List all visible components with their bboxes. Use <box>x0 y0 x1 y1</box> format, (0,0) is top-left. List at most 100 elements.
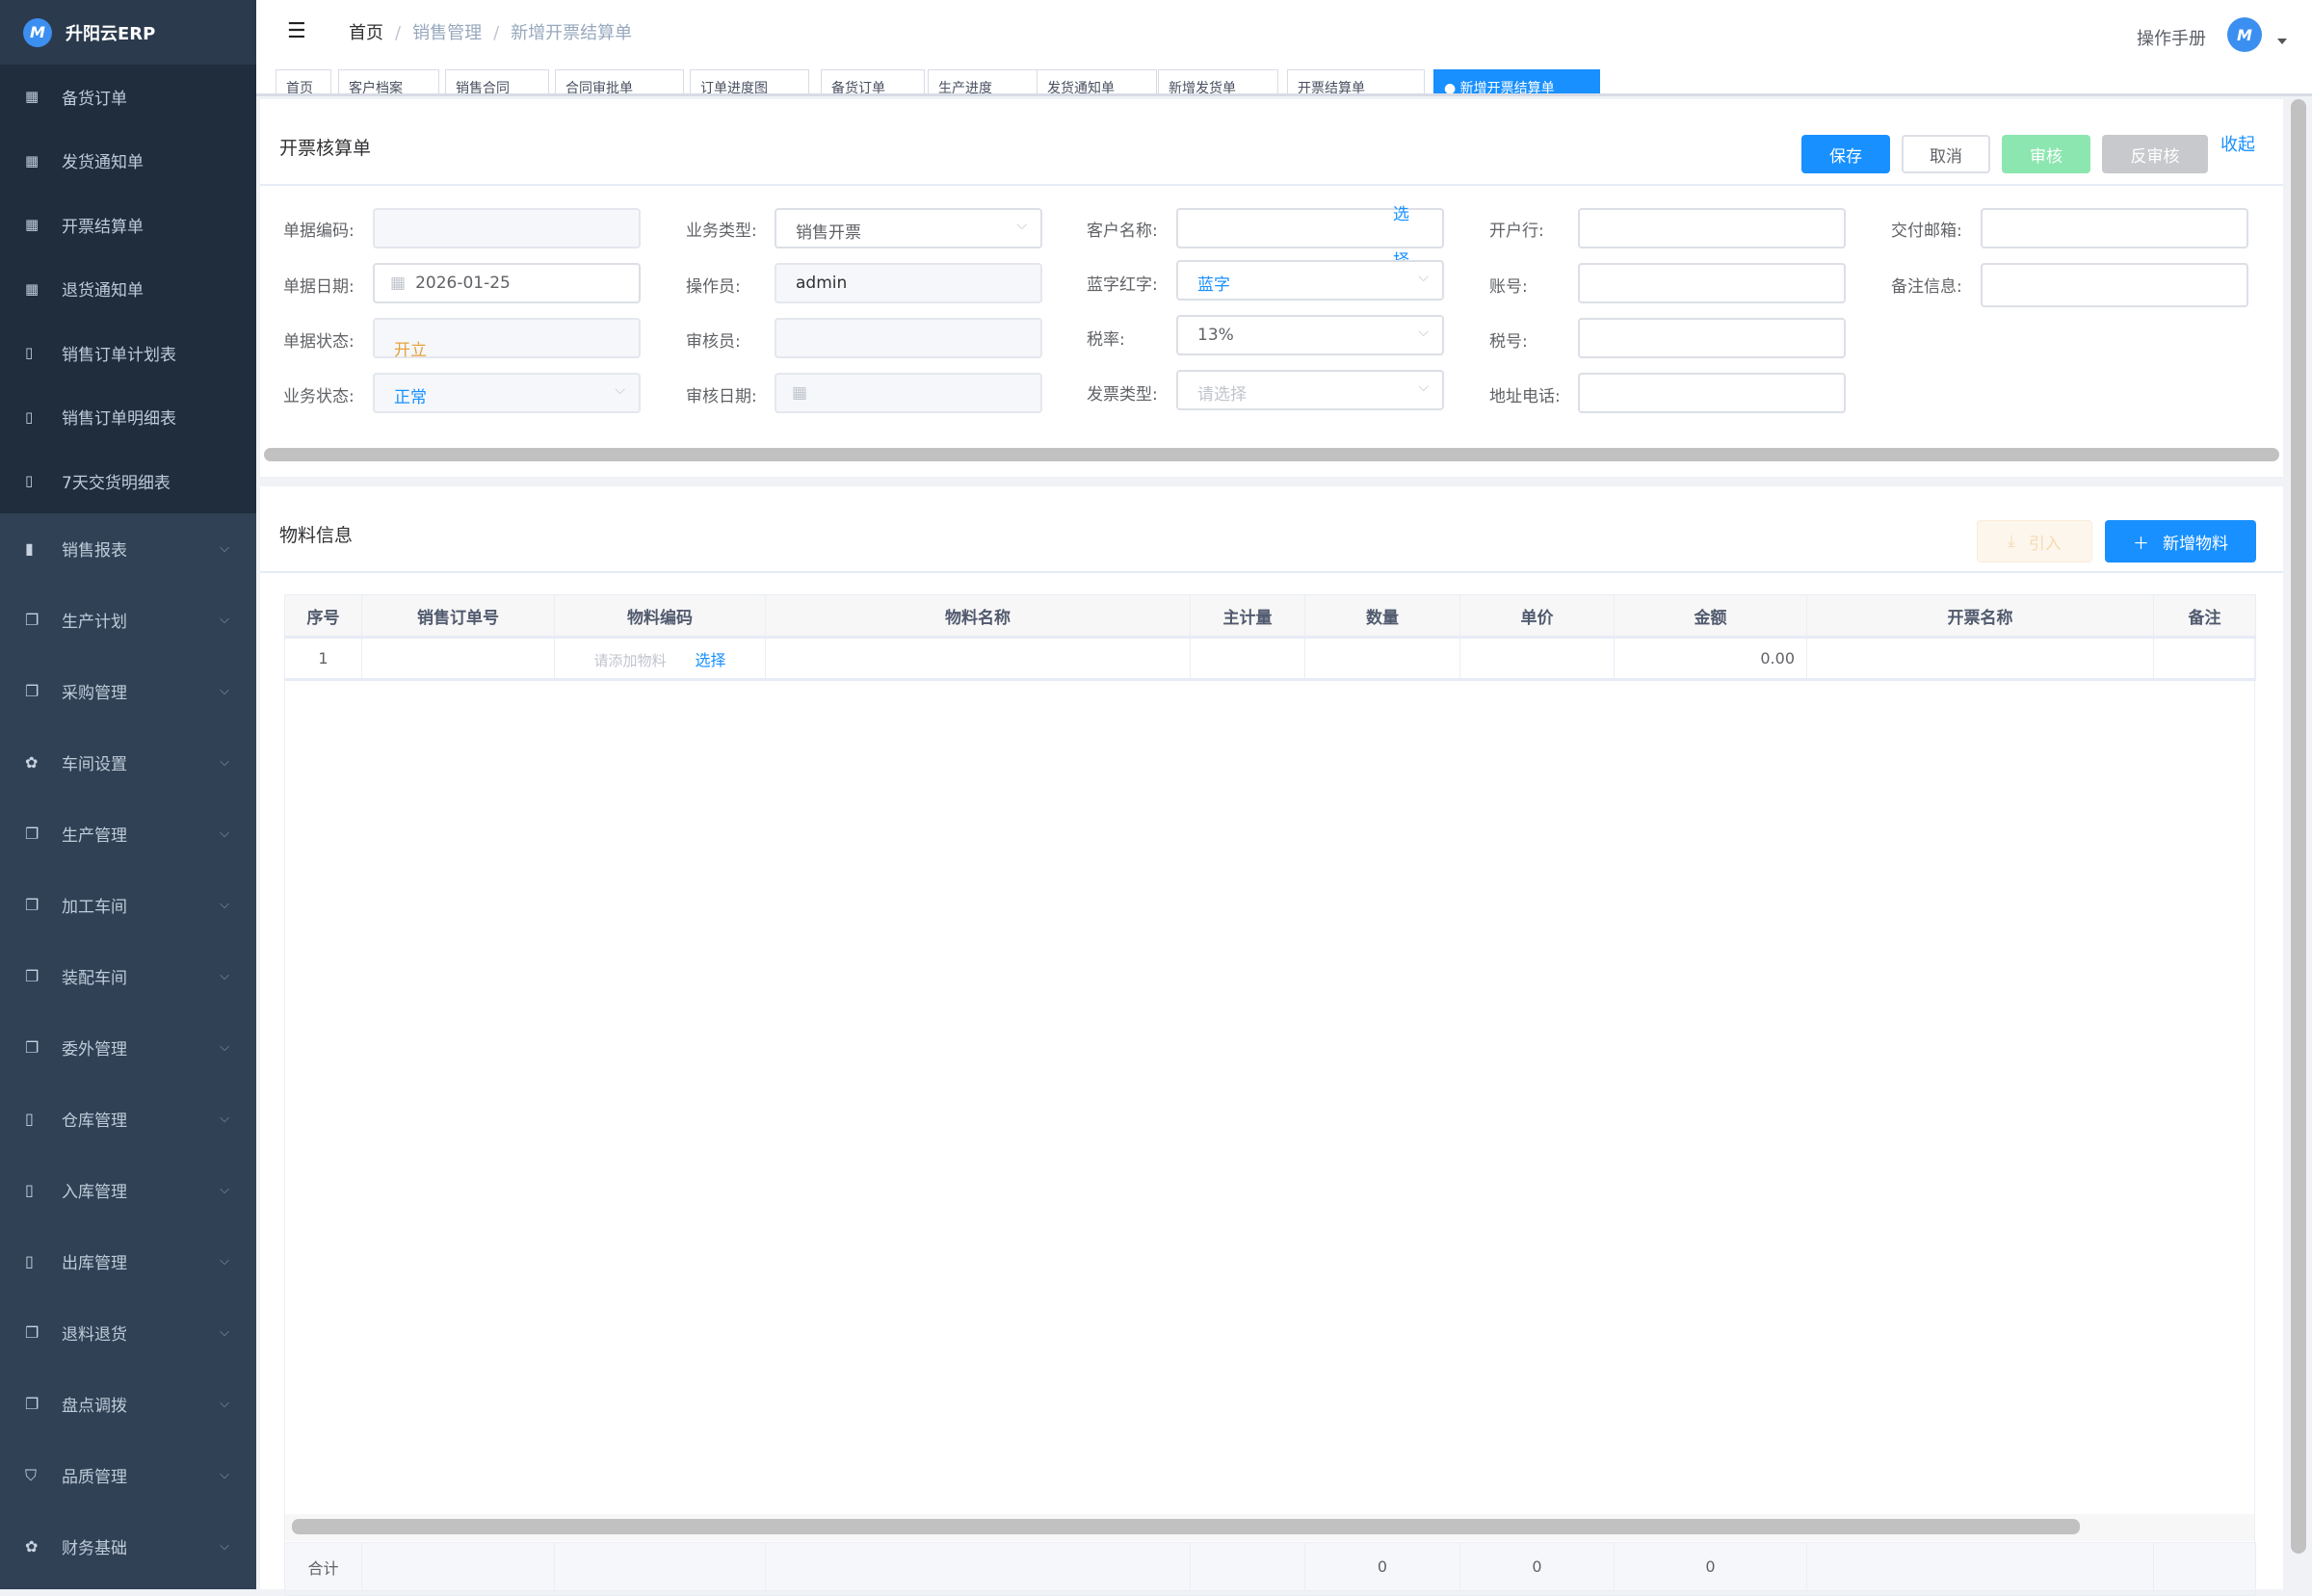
customer-input[interactable] <box>1176 208 1444 249</box>
sidebar-item-label: 销售订单明细表 <box>62 409 176 430</box>
form-horizontal-scrollbar[interactable] <box>264 448 2279 461</box>
documents-icon: ❐ <box>25 682 39 700</box>
sidebar-menu[interactable]: ❐ 装配车间 ⌵ <box>0 941 256 1012</box>
account-input[interactable] <box>1578 263 1846 303</box>
manual-link[interactable]: 操作手册 <box>2137 29 2206 49</box>
tab-label: 订单进度图 <box>700 81 768 96</box>
doc-code-input[interactable] <box>373 208 641 249</box>
audit-date-input: ▦ <box>775 373 1042 413</box>
documents-icon: ❐ <box>25 1395 39 1413</box>
add-material-button[interactable]: ＋ 新增物料 <box>2105 520 2256 563</box>
caret-down-icon[interactable] <box>2277 39 2287 44</box>
sidebar-menu[interactable]: ❐ 盘点调拨 ⌵ <box>0 1369 256 1440</box>
unaudit-button[interactable]: 反审核 <box>2102 135 2208 173</box>
tax-rate-select[interactable]: 13% ⌵ <box>1176 315 1444 355</box>
sidebar-item[interactable]: ▦ 开票结算单 <box>0 193 256 257</box>
tab-label: 发货通知单 <box>1047 81 1115 96</box>
sidebar-menu[interactable]: ❐ 生产计划 ⌵ <box>0 585 256 656</box>
sidebar-menu[interactable]: ▮ 销售报表 ⌵ <box>0 513 256 585</box>
chevron-down-icon: ⌵ <box>1016 218 1027 233</box>
tab[interactable]: 合同审批单 <box>555 69 684 93</box>
cell-invoice-name[interactable] <box>1806 637 2154 681</box>
app-logo[interactable]: M 升阳云ERP <box>0 0 256 65</box>
sidebar-menu[interactable]: ❐ 加工车间 ⌵ <box>0 870 256 941</box>
tab[interactable]: 生产进度 <box>928 69 1038 96</box>
sidebar-item-label: 备货订单 <box>62 89 127 109</box>
invoice-type-select[interactable]: 请选择 ⌵ <box>1176 370 1444 410</box>
bank-input[interactable] <box>1578 208 1846 249</box>
tab[interactable]: 新增发货单 <box>1158 69 1278 93</box>
tab[interactable]: 销售合同 <box>445 69 549 93</box>
invoice-type-label: 发票类型: <box>1087 385 1158 405</box>
tab-label: 生产进度 <box>938 81 992 96</box>
sidebar-item[interactable]: ▦ 备货订单 <box>0 65 256 129</box>
tab[interactable]: 发货通知单 <box>1037 69 1157 96</box>
biz-type-label: 业务类型: <box>686 222 757 241</box>
cancel-button[interactable]: 取消 <box>1902 135 1990 173</box>
avatar[interactable]: M <box>2227 17 2262 52</box>
doc-date-value: 2026-01-25 <box>415 274 511 293</box>
hamburger-icon[interactable]: ☰ <box>287 19 306 43</box>
sidebar-item[interactable]: ▦ 发货通知单 <box>0 128 256 193</box>
chevron-down-icon: ⌵ <box>220 1397 229 1411</box>
auditor-label: 审核员: <box>686 332 741 352</box>
operator-input: admin <box>775 263 1042 303</box>
table-horizontal-scrollbar[interactable] <box>292 1519 2080 1534</box>
sidebar-item[interactable]: ▦ 退货通知单 <box>0 256 256 321</box>
import-button[interactable]: ⤓ 引入 <box>1977 520 2092 563</box>
table-icon: ▦ <box>25 279 39 298</box>
cell-material-code[interactable]: 请添加物料 选择 <box>554 637 766 681</box>
tab[interactable]: 客户档案 <box>338 69 439 93</box>
sidebar-menu[interactable]: ▯ 入库管理 ⌵ <box>0 1155 256 1226</box>
biz-status-select[interactable]: 正常 ⌵ <box>373 373 641 413</box>
plus-icon: ＋ <box>2133 534 2149 554</box>
sidebar-menu[interactable]: ✿ 财务基础 ⌵ <box>0 1511 256 1583</box>
doc-code-label: 单据编码: <box>283 222 355 241</box>
sidebar-menu[interactable]: ❐ 委外管理 ⌵ <box>0 1012 256 1084</box>
sidebar-menu[interactable]: ✿ 车间设置 ⌵ <box>0 727 256 798</box>
invoice-type-placeholder: 请选择 <box>1197 385 1247 405</box>
column-header: 开票名称 <box>1806 594 2154 639</box>
address-phone-input[interactable] <box>1578 373 1846 413</box>
tax-no-input[interactable] <box>1578 318 1846 358</box>
sidebar-menu[interactable]: ▯ 仓库管理 ⌵ <box>0 1084 256 1155</box>
blue-red-select[interactable]: 蓝字 ⌵ <box>1176 260 1444 301</box>
audit-button[interactable]: 审核 <box>2002 135 2090 173</box>
chevron-down-icon: ⌵ <box>220 969 229 983</box>
sidebar-menu-label: 销售报表 <box>62 541 127 561</box>
cell-price[interactable] <box>1459 637 1615 681</box>
page-vertical-scrollbar[interactable] <box>2291 99 2306 1554</box>
chevron-down-icon: ⌵ <box>220 1112 229 1126</box>
tab[interactable]: 订单进度图 <box>690 69 809 96</box>
doc-date-input[interactable]: ▦ 2026-01-25 <box>373 263 641 303</box>
email-input[interactable] <box>1981 208 2248 249</box>
sidebar-item[interactable]: ▯ 7天交货明细表 <box>0 449 256 513</box>
biz-type-select[interactable]: 销售开票 ⌵ <box>775 208 1042 249</box>
tab-label: 开票结算单 <box>1298 81 1365 96</box>
book-icon: ▯ <box>25 407 34 426</box>
sidebar-menu[interactable]: ⛉ 品质管理 ⌵ <box>0 1440 256 1511</box>
collapse-link[interactable]: 收起 <box>2220 135 2255 155</box>
sidebar-item[interactable]: ▯ 销售订单计划表 <box>0 321 256 385</box>
breadcrumb-home[interactable]: 首页 <box>349 23 383 43</box>
tab[interactable]: 首页 <box>276 69 331 93</box>
sidebar-menu[interactable]: ❐ 采购管理 ⌵ <box>0 656 256 727</box>
sidebar-menu[interactable]: ▯ 出库管理 ⌵ <box>0 1226 256 1297</box>
sidebar-menu[interactable]: ❐ 退料退货 ⌵ <box>0 1297 256 1369</box>
cell-qty[interactable] <box>1304 637 1460 681</box>
cell-remark[interactable] <box>2153 637 2256 681</box>
sidebar-item[interactable]: ▯ 销售订单明细表 <box>0 384 256 449</box>
sidebar-menu[interactable]: ❐ 生产管理 ⌵ <box>0 798 256 870</box>
cell-order-no[interactable] <box>361 637 555 681</box>
remark-textarea[interactable] <box>1981 263 2248 307</box>
import-label: 引入 <box>2028 534 2062 554</box>
tab[interactable]: ● 新增开票结算单 <box>1433 69 1600 93</box>
sidebar-menu-label: 车间设置 <box>62 755 127 774</box>
select-material-link[interactable]: 选择 <box>695 650 726 669</box>
tab[interactable]: 开票结算单 <box>1287 69 1425 96</box>
chevron-down-icon: ⌵ <box>615 382 625 398</box>
save-button[interactable]: 保存 <box>1801 135 1890 173</box>
breadcrumb-sales: 销售管理 <box>412 23 483 43</box>
tab[interactable]: 备货订单 <box>821 69 925 93</box>
sidebar-menu-label: 出库管理 <box>62 1254 127 1273</box>
